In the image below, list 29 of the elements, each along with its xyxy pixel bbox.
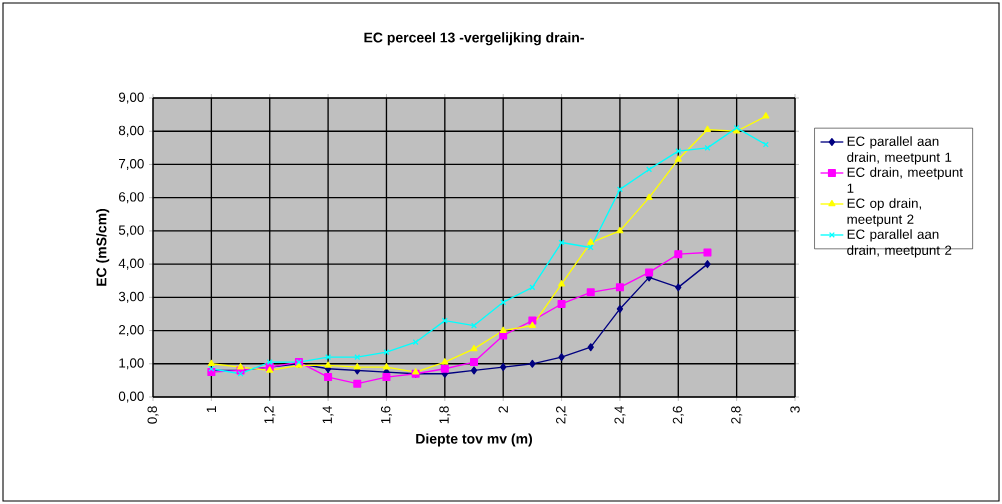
x-tick-label: 1,6 <box>380 406 392 424</box>
y-axis-title: EC (mS/cm) <box>96 208 110 286</box>
x-tick-label: 1,2 <box>264 406 276 424</box>
y-tick-label: 6,00 <box>119 192 144 204</box>
x-tick-label: 2 <box>498 406 508 413</box>
x-axis-title: Diepte tov mv (m) <box>416 433 533 447</box>
y-tick-label: 0,00 <box>118 391 144 403</box>
legend-label: EC op drain, meetpunt 2 <box>847 198 921 227</box>
x-tick-label: 2,6 <box>672 406 684 424</box>
x-tick-label: 1,8 <box>439 406 451 424</box>
y-tick-label: 5,00 <box>118 225 144 237</box>
y-tick-label: 8,00 <box>118 125 144 137</box>
y-tick-label: 1,00 <box>119 358 144 370</box>
chart-title: EC perceel 13 -vergelijking drain- <box>364 32 584 46</box>
x-tick-label: 2,2 <box>556 406 568 424</box>
x-tick-label: 2,8 <box>731 406 743 424</box>
legend-label: EC parallel aan drain, meetpunt 1 <box>847 136 952 165</box>
x-tick-label: 2,4 <box>614 406 626 424</box>
y-tick-label: 3,00 <box>118 291 144 303</box>
x-tick-label: 3 <box>790 406 800 413</box>
legend-label: EC parallel aan drain, meetpunt 2 <box>847 229 952 258</box>
x-tick-label: 1,4 <box>322 406 334 424</box>
x-tick-label: 1 <box>206 406 216 413</box>
legend-label: EC drain, meetpunt 1 <box>847 167 963 193</box>
y-tick-label: 2,00 <box>119 325 144 337</box>
y-tick-label: 7,00 <box>119 158 144 170</box>
x-tick-label: 0,8 <box>147 406 159 424</box>
y-tick-label: 4,00 <box>118 258 144 270</box>
y-tick-label: 9,00 <box>118 92 144 104</box>
